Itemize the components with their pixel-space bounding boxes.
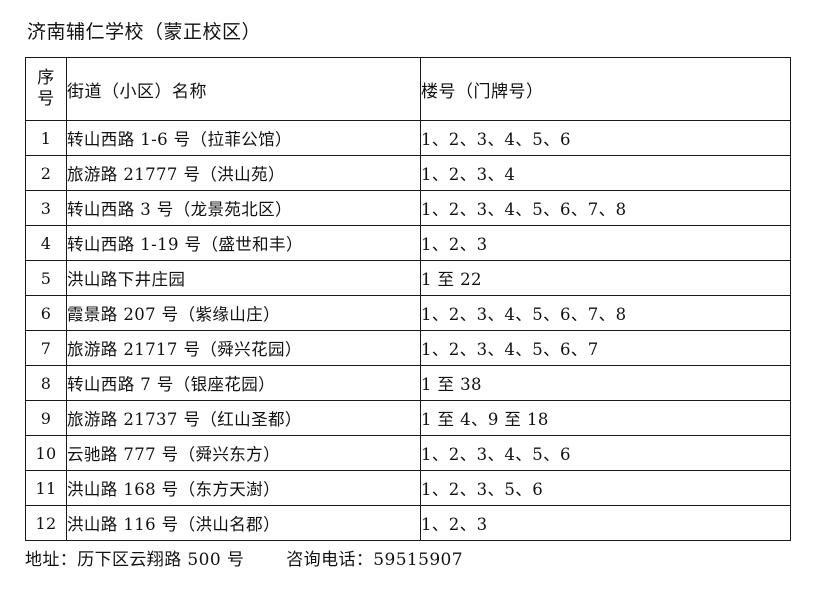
table-row: 1 转山西路 1-6 号（拉菲公馆） 1、2、3、4、5、6 [25,120,791,156]
cell-buildings: 1、2、3、4、5、6、7、8 [420,190,791,226]
table-row: 7 旅游路 21717 号（舜兴花园） 1、2、3、4、5、6、7 [25,330,791,366]
cell-buildings: 1 至 4、9 至 18 [420,400,791,436]
cell-index: 3 [25,190,67,226]
cell-street: 洪山路 116 号（洪山名郡） [66,505,421,541]
cell-index: 8 [25,365,67,401]
cell-index: 6 [25,295,67,331]
cell-buildings: 1 至 22 [420,260,791,296]
cell-index: 7 [25,330,67,366]
cell-index: 4 [25,225,67,261]
column-header-street-name: 街道（小区）名称 [66,57,421,121]
table-row: 10 云驰路 777 号（舜兴东方） 1、2、3、4、5、6 [25,435,791,471]
roster-table: 序 号 街道（小区）名称 楼号（门牌号） 1 转山西路 1-6 号（拉菲公馆） … [25,57,791,541]
column-header-building-no: 楼号（门牌号） [420,57,791,121]
cell-index: 5 [25,260,67,296]
cell-street: 旅游路 21737 号（红山圣都） [66,400,421,436]
table-row: 3 转山西路 3 号（龙景苑北区） 1、2、3、4、5、6、7、8 [25,190,791,226]
page-title: 济南辅仁学校（蒙正校区） [27,21,262,43]
table-row: 8 转山西路 7 号（银座花园） 1 至 38 [25,365,791,401]
cell-index: 9 [25,400,67,436]
table-row: 5 洪山路下井庄园 1 至 22 [25,260,791,296]
footer-phone: 咨询电话：59515907 [286,550,463,570]
column-header-index-stack: 序 号 [26,68,66,110]
cell-street: 旅游路 21777 号（洪山苑） [66,155,421,191]
cell-street: 霞景路 207 号（紫缘山庄） [66,295,421,331]
cell-buildings: 1、2、3、5、6 [420,470,791,506]
cell-index: 12 [25,505,67,541]
cell-buildings: 1 至 38 [420,365,791,401]
cell-street: 洪山路下井庄园 [66,260,421,296]
table-row: 2 旅游路 21777 号（洪山苑） 1、2、3、4 [25,155,791,191]
cell-street: 云驰路 777 号（舜兴东方） [66,435,421,471]
table-row: 9 旅游路 21737 号（红山圣都） 1 至 4、9 至 18 [25,400,791,436]
cell-index: 1 [25,120,67,156]
cell-street: 洪山路 168 号（东方天澍） [66,470,421,506]
roster-table-container: 序 号 街道（小区）名称 楼号（门牌号） 1 转山西路 1-6 号（拉菲公馆） … [25,57,791,541]
cell-buildings: 1、2、3、4、5、6、7 [420,330,791,366]
cell-street: 转山西路 3 号（龙景苑北区） [66,190,421,226]
cell-index: 2 [25,155,67,191]
cell-index: 11 [25,470,67,506]
cell-buildings: 1、2、3 [420,225,791,261]
cell-index: 10 [25,435,67,471]
column-header-index: 序 号 [25,57,67,121]
cell-buildings: 1、2、3、4、5、6 [420,435,791,471]
cell-buildings: 1、2、3、4、5、6 [420,120,791,156]
cell-street: 转山西路 1-6 号（拉菲公馆） [66,120,421,156]
column-header-index-line2: 号 [37,89,55,109]
cell-street: 转山西路 1-19 号（盛世和丰） [66,225,421,261]
table-body: 1 转山西路 1-6 号（拉菲公馆） 1、2、3、4、5、6 2 旅游路 217… [25,120,791,541]
footer-address: 地址：历下区云翔路 500 号 [25,550,245,570]
cell-buildings: 1、2、3、4、5、6、7、8 [420,295,791,331]
cell-street: 旅游路 21717 号（舜兴花园） [66,330,421,366]
table-row: 6 霞景路 207 号（紫缘山庄） 1、2、3、4、5、6、7、8 [25,295,791,331]
footer-contact-line: 地址：历下区云翔路 500 号 咨询电话：59515907 [25,548,463,572]
table-header-row: 序 号 街道（小区）名称 楼号（门牌号） [25,57,791,121]
cell-buildings: 1、2、3、4 [420,155,791,191]
cell-buildings: 1、2、3 [420,505,791,541]
column-header-index-line1: 序 [37,68,55,88]
cell-street: 转山西路 7 号（银座花园） [66,365,421,401]
table-row: 11 洪山路 168 号（东方天澍） 1、2、3、5、6 [25,470,791,506]
table-header: 序 号 街道（小区）名称 楼号（门牌号） [25,57,791,121]
table-row: 12 洪山路 116 号（洪山名郡） 1、2、3 [25,505,791,541]
table-row: 4 转山西路 1-19 号（盛世和丰） 1、2、3 [25,225,791,261]
